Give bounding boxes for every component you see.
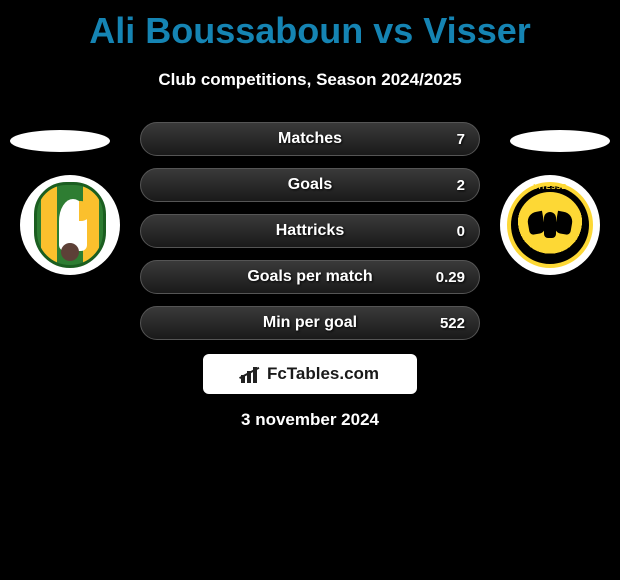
stats-container: Matches 7 Goals 2 Hattricks 0 Goals per … — [140, 122, 480, 352]
date-text: 3 november 2024 — [0, 410, 620, 430]
stat-right-value: 7 — [457, 131, 465, 148]
left-shadow-ellipse — [10, 130, 110, 152]
stat-label: Goals per match — [247, 268, 372, 286]
brand-text: FcTables.com — [267, 364, 379, 384]
right-team-logo: VITESSE — [500, 175, 600, 275]
stat-label: Matches — [278, 130, 342, 148]
page-title: Ali Boussaboun vs Visser — [0, 0, 620, 52]
vitesse-badge-icon: VITESSE — [507, 182, 593, 268]
stat-right-value: 522 — [440, 315, 465, 332]
brand-box: FcTables.com — [203, 354, 417, 394]
stat-row-goals: Goals 2 — [140, 168, 480, 202]
ado-den-haag-badge-icon — [34, 182, 106, 268]
stat-row-goals-per-match: Goals per match 0.29 — [140, 260, 480, 294]
stat-row-hattricks: Hattricks 0 — [140, 214, 480, 248]
stat-label: Goals — [288, 176, 332, 194]
subtitle: Club competitions, Season 2024/2025 — [0, 70, 620, 90]
stat-row-matches: Matches 7 — [140, 122, 480, 156]
stat-right-value: 0.29 — [436, 269, 465, 286]
stat-right-value: 2 — [457, 177, 465, 194]
right-shadow-ellipse — [510, 130, 610, 152]
chart-icon — [241, 365, 261, 383]
stat-label: Hattricks — [276, 222, 344, 240]
stat-row-min-per-goal: Min per goal 522 — [140, 306, 480, 340]
stat-right-value: 0 — [457, 223, 465, 240]
stat-label: Min per goal — [263, 314, 357, 332]
left-team-logo — [20, 175, 120, 275]
